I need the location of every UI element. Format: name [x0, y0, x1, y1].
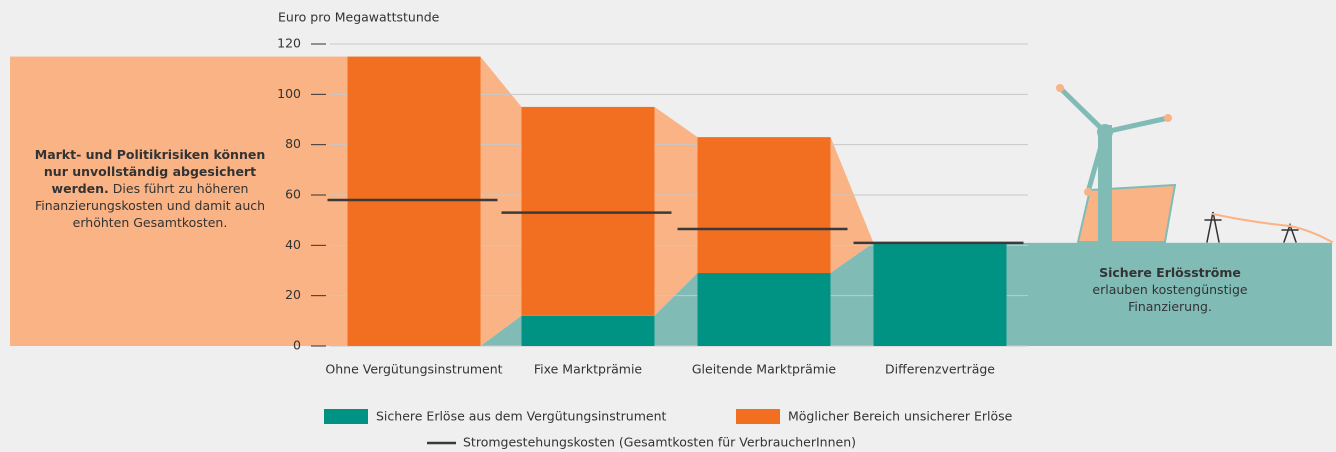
- x-tick-label: Ohne Vergütungsinstrument: [325, 362, 502, 377]
- right-annotation: Sichere Erlösströme erlauben kostengünsti…: [1060, 264, 1280, 315]
- power-line: [1212, 213, 1333, 243]
- legend-swatch: [324, 409, 368, 424]
- bar-segment: [521, 106, 655, 316]
- annotation-bold: Markt- und Politikrisiken können nur unv…: [34, 147, 266, 196]
- blade: [1085, 129, 1108, 195]
- y-tick-label: 60: [285, 187, 301, 202]
- y-tick-label: 80: [285, 136, 301, 151]
- blade-tip: [1084, 188, 1092, 196]
- marks: Ohne Vergütungsinstrument Fixe Marktprämi…: [324, 56, 1024, 450]
- bar-segment: [873, 242, 1007, 346]
- turbine-tower: [1098, 125, 1112, 242]
- connector: [830, 242, 874, 346]
- annotation-text: erlauben kostengünstige Finanzierung.: [1092, 282, 1248, 314]
- y-tick-label: 20: [285, 287, 301, 302]
- bar-segment: [521, 315, 655, 346]
- legend-swatch: [736, 409, 780, 424]
- bar-segment: [697, 273, 831, 346]
- left-annotation: Markt- und Politikrisiken können nur unv…: [30, 146, 270, 231]
- y-tick-label: 0: [293, 338, 301, 353]
- annotation-text: Dies führt zu höheren Finanzierungskoste…: [34, 181, 266, 230]
- y-tick-label: 100: [277, 86, 301, 101]
- annotation-bold: Sichere Erlösströme: [1099, 265, 1241, 280]
- x-tick-label: Gleitende Marktprämie: [692, 362, 837, 377]
- blade: [1057, 85, 1108, 135]
- x-tick-label: Fixe Marktprämie: [534, 362, 643, 377]
- y-tick-label: 120: [277, 36, 301, 51]
- y-axis-title: Euro pro Megawattstunde: [278, 10, 440, 25]
- connector: [654, 106, 698, 316]
- backgrounds: [10, 56, 1332, 346]
- bar-segment: [347, 56, 481, 346]
- y-tick-label: 40: [285, 237, 301, 252]
- illustration: [1056, 84, 1333, 243]
- solar-panel: [1076, 183, 1177, 243]
- connector: [654, 273, 698, 346]
- x-tick-label: Differenzverträge: [885, 362, 995, 377]
- blade: [1102, 115, 1171, 135]
- connector: [480, 315, 522, 346]
- legend-label: Sichere Erlöse aus dem Vergütungsinstrum…: [376, 409, 666, 424]
- legend-label: Stromgestehungskosten (Gesamtkosten für …: [463, 435, 856, 450]
- connector: [480, 56, 522, 346]
- connector: [830, 137, 874, 274]
- blade-tip: [1164, 114, 1172, 122]
- legend-label: Möglicher Bereich unsicherer Erlöse: [788, 409, 1013, 424]
- annotation-box: [10, 56, 348, 346]
- bar-segment: [697, 137, 831, 274]
- pylons: [1204, 211, 1299, 243]
- annotation-box: [1006, 242, 1332, 346]
- blade-tip: [1056, 84, 1064, 92]
